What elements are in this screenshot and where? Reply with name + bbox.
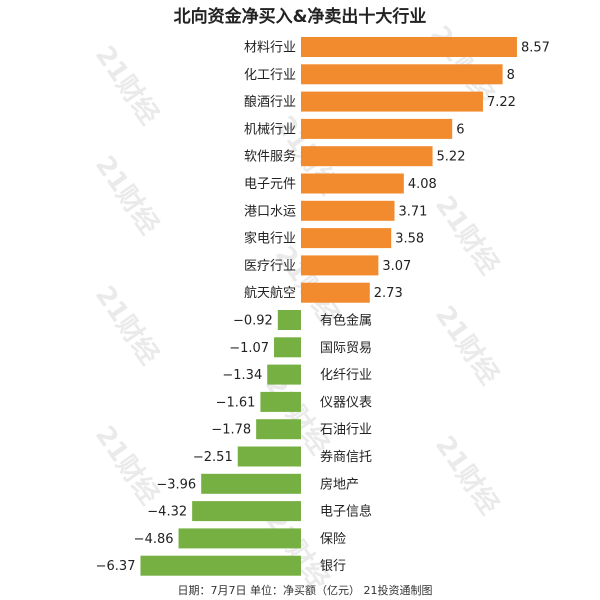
bar-1 [301, 37, 517, 57]
category-label: 电子信息 [320, 504, 372, 520]
bar-14 [260, 391, 301, 412]
bar-2 [301, 64, 503, 85]
value-label: −4.86 [134, 532, 174, 547]
value-label: 3.58 [395, 232, 424, 247]
category-label: 券商信托 [320, 449, 372, 465]
category-label: 软件服务 [244, 149, 296, 165]
watermark-text: 21财经 [89, 420, 165, 510]
value-label: 5.22 [437, 150, 466, 165]
category-label: 银行 [320, 559, 346, 574]
value-label: 7.22 [487, 95, 516, 110]
watermark-text: 21财经 [89, 40, 165, 130]
category-label: 电子元件 [244, 177, 296, 192]
watermark-text: 21财经 [429, 300, 505, 390]
category-label: 化工行业 [244, 68, 296, 83]
category-label: 化纤行业 [320, 368, 372, 383]
bar-11 [277, 310, 301, 330]
bar-6 [301, 173, 404, 194]
bar-7 [301, 200, 395, 221]
watermark-text: 21财经 [89, 150, 165, 240]
value-label: −1.78 [211, 423, 251, 438]
category-label: 航天航空 [244, 285, 296, 301]
value-label: −6.37 [96, 559, 136, 574]
category-label: 有色金属 [320, 313, 372, 329]
category-label: 石油行业 [320, 423, 372, 438]
bar-8 [301, 228, 392, 249]
value-label: −1.34 [222, 368, 262, 383]
category-label: 家电行业 [244, 231, 296, 247]
value-label: 3.71 [398, 204, 427, 219]
bar-19 [178, 528, 301, 549]
value-label: −4.32 [147, 505, 187, 520]
bar-18 [192, 501, 301, 522]
bar-15 [256, 419, 301, 440]
chart-title: 北向资金净买入&净卖出十大行业 [174, 6, 427, 27]
watermark-text: 21财经 [429, 430, 505, 520]
category-label: 机械行业 [244, 122, 296, 137]
value-label: 6 [456, 122, 464, 137]
watermark-text: 21财经 [429, 190, 505, 280]
value-label: −0.92 [233, 314, 273, 329]
value-label: 2.73 [374, 286, 403, 301]
bar-17 [201, 473, 301, 494]
category-label: 房地产 [320, 476, 359, 492]
value-label: −3.96 [156, 477, 196, 492]
bars: 材料行业 8.57 化工行业 8 酿酒行业 7.22 机械行业 6 软件服务 5.22 电子元件 4.… [96, 37, 550, 576]
bar-10 [301, 282, 370, 303]
bar-12 [274, 337, 301, 358]
value-label: 8.57 [521, 41, 550, 56]
category-label: 仪器仪表 [320, 395, 372, 410]
value-label: −1.61 [216, 395, 256, 410]
bar-20 [140, 555, 301, 576]
category-label: 国际贸易 [320, 341, 372, 356]
bar-4 [301, 118, 453, 139]
bar-13 [267, 364, 301, 385]
chart-footer: 日期：7月7日 单位：净买额（亿元） 21投资通制图 [178, 583, 433, 597]
bar-9 [301, 255, 379, 276]
category-label: 保险 [320, 532, 346, 547]
bar-5 [301, 146, 433, 167]
value-label: 8 [507, 68, 515, 83]
category-label: 医疗行业 [244, 259, 296, 274]
value-label: 3.07 [382, 259, 411, 274]
category-label: 酿酒行业 [244, 94, 296, 110]
bar-16 [237, 446, 301, 467]
value-label: −2.51 [193, 450, 233, 465]
bar-3 [301, 91, 483, 112]
category-label: 港口水运 [244, 204, 296, 219]
value-label: −1.07 [229, 341, 269, 356]
category-label: 材料行业 [244, 41, 296, 56]
value-label: 4.08 [408, 177, 437, 192]
watermark-text: 21财经 [89, 280, 165, 370]
